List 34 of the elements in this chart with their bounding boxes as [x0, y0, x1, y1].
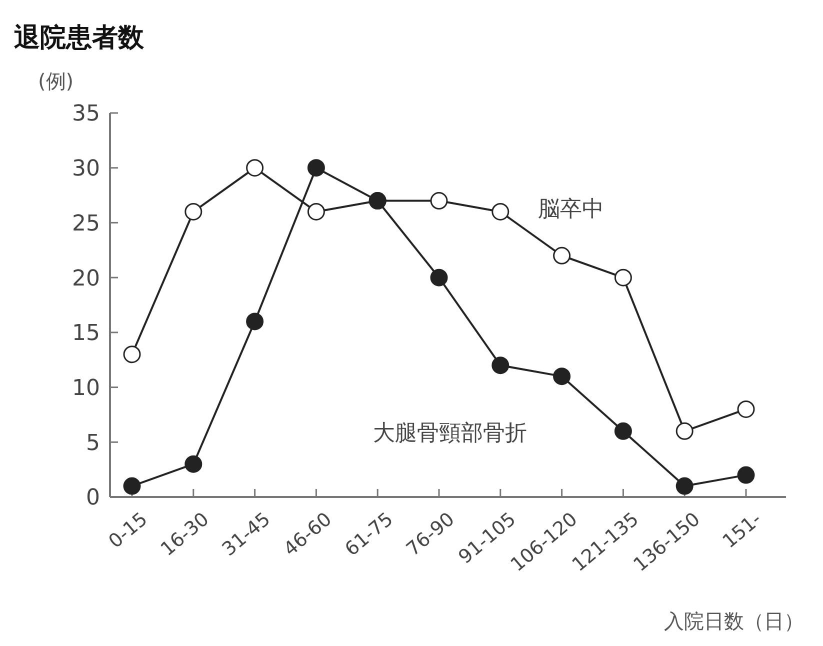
point — [553, 368, 571, 386]
y-tick-label: 5 — [86, 430, 100, 456]
point — [184, 202, 202, 220]
point — [123, 477, 141, 495]
point — [614, 268, 632, 286]
text: 大腿骨頸部骨折 — [373, 421, 527, 446]
point — [430, 268, 448, 286]
point — [123, 346, 141, 364]
y-tick-label: 0 — [86, 486, 100, 511]
y-tick-label: 25 — [72, 211, 100, 236]
chart-title: 退院患者数 — [14, 23, 145, 53]
point — [614, 422, 632, 440]
point — [737, 400, 755, 418]
point — [246, 159, 264, 177]
point — [246, 312, 264, 330]
point — [184, 455, 202, 473]
y-tick-label: 35 — [72, 102, 100, 127]
series-label: 脳卒中 — [538, 197, 604, 222]
point — [307, 202, 325, 220]
point — [492, 356, 510, 374]
point — [737, 466, 755, 484]
point — [676, 422, 694, 440]
point — [553, 246, 571, 264]
point — [307, 159, 325, 177]
y-tick-label: 30 — [72, 156, 100, 182]
point — [676, 477, 694, 495]
y-tick-label: 10 — [72, 376, 100, 401]
point — [492, 202, 510, 220]
x-tick-label: 151- — [718, 508, 766, 553]
y-tick-label: 15 — [72, 321, 100, 346]
y-axis-title: (例) — [38, 69, 74, 93]
y-tick-label: 20 — [72, 266, 100, 292]
x-axis-title: 入院日数（日） — [664, 609, 804, 633]
point — [430, 192, 448, 210]
